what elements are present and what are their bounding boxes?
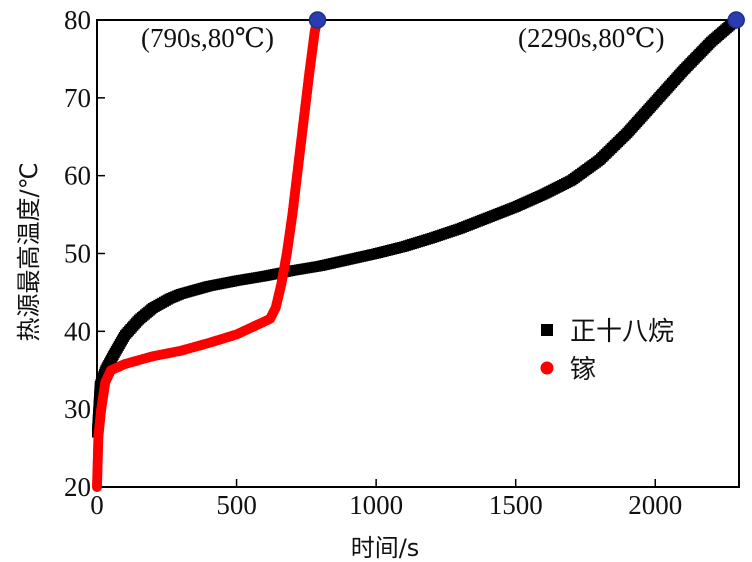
- x-tick-label: 1500: [489, 490, 543, 520]
- y-tick-label: 50: [64, 239, 91, 269]
- highlight-marker: [727, 11, 745, 29]
- annotation-label: (790s,80℃): [141, 23, 274, 53]
- x-tick-label: 2000: [628, 490, 682, 520]
- y-tick-label: 80: [64, 5, 91, 35]
- legend-swatch-circle: [540, 361, 554, 375]
- y-tick-label: 20: [64, 472, 91, 502]
- y-axis-title: 热源最高温度/℃: [15, 162, 43, 341]
- legend: 正十八烷 镓: [540, 317, 674, 385]
- series-layer: [92, 15, 742, 492]
- y-tick-label: 40: [64, 316, 91, 346]
- annotation-label: (2290s,80℃): [518, 23, 664, 53]
- axis-ticks: 20 30 40 50 60 70 80 0 500 1000 1500 2000: [64, 5, 682, 520]
- y-tick-label: 60: [64, 161, 91, 191]
- legend-swatch-square: [541, 324, 553, 336]
- highlight-markers: (790s,80℃) (2290s,80℃): [141, 11, 745, 53]
- y-tick-label: 70: [64, 83, 91, 113]
- x-tick-label: 1000: [349, 490, 403, 520]
- plot-frame: [96, 19, 740, 488]
- series-gallium: [92, 15, 323, 492]
- plot-area: [96, 19, 740, 488]
- x-tick-label: 500: [216, 490, 257, 520]
- x-axis-title: 时间/s: [351, 534, 420, 562]
- legend-label-gallium: 镓: [570, 355, 596, 385]
- x-tick-label: 0: [90, 490, 104, 520]
- series-octadecane: [92, 15, 742, 438]
- highlight-marker: [308, 11, 327, 29]
- legend-label-octadecane: 正十八烷: [570, 317, 674, 347]
- y-tick-label: 30: [64, 394, 91, 424]
